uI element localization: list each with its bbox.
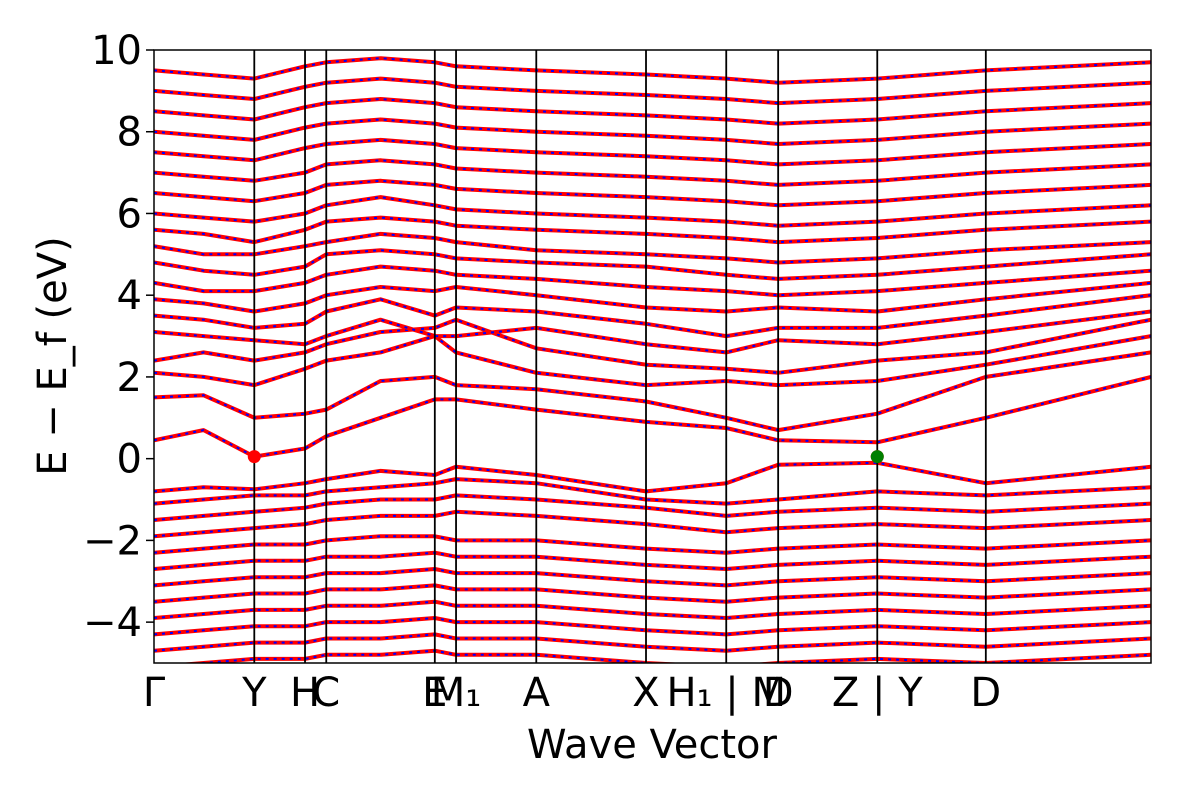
- band-11-solid: [154, 195, 1151, 228]
- band-27-solid: [154, 599, 1151, 620]
- band-28-solid: [154, 616, 1151, 637]
- x-tick-label: E: [422, 670, 447, 716]
- y-axis-title: E − E_f (eV): [30, 236, 76, 475]
- band-29-solid: [154, 632, 1151, 653]
- band-4-solid: [154, 309, 1151, 355]
- x-tick-label: Γ: [143, 670, 166, 716]
- y-tick-label: 0: [117, 437, 142, 483]
- band-7-solid: [154, 264, 1151, 298]
- band-0-solid: [154, 374, 1151, 459]
- x-tick-label: C: [312, 670, 340, 716]
- y-tick-label: 6: [117, 191, 142, 237]
- band-23-solid: [154, 534, 1151, 555]
- band-1-dotted: [154, 351, 1151, 432]
- y-tick-label: −4: [83, 600, 142, 646]
- band-8-dotted: [154, 249, 1151, 280]
- x-axis-title: Wave Vector: [527, 722, 778, 768]
- y-tick-label: 8: [117, 110, 142, 156]
- band-0-dotted: [154, 375, 1151, 458]
- band-25-solid: [154, 567, 1151, 588]
- band-22-solid: [154, 509, 1151, 539]
- extremum-marker-2: [870, 450, 884, 464]
- band-13-solid: [154, 158, 1151, 187]
- x-tick-label: Z | Y: [832, 670, 923, 716]
- band-18-solid: [154, 56, 1151, 85]
- x-tick-label: X: [632, 670, 659, 716]
- x-tick-label: M₁: [431, 670, 482, 716]
- band-30-solid: [179, 648, 1151, 663]
- extremum-markers: [247, 450, 884, 464]
- band-24-solid: [154, 550, 1151, 571]
- band-12-solid: [154, 178, 1151, 208]
- bands-layer: [154, 56, 1151, 663]
- x-tick-label: Y: [241, 670, 267, 716]
- extremum-marker-0: [247, 450, 261, 464]
- band-9-solid: [154, 231, 1151, 265]
- y-tick-label: 2: [117, 355, 142, 401]
- band-16-solid: [154, 97, 1151, 126]
- y-tick-label: 10: [91, 28, 142, 74]
- band-19-solid: [154, 460, 1151, 494]
- high-symmetry-lines: [253, 50, 987, 663]
- y-tick-label: 4: [117, 273, 142, 319]
- band-17-solid: [154, 76, 1151, 106]
- band-14-solid: [154, 137, 1151, 167]
- x-tick-label: D: [970, 670, 1001, 716]
- y-tick-label: −2: [83, 518, 142, 564]
- band-19-dotted: [154, 461, 1151, 493]
- plot-frame: [153, 49, 1152, 664]
- x-tick-label: H: [290, 670, 320, 716]
- x-tick-label: H₁ | M: [666, 670, 786, 716]
- band-10-solid: [154, 215, 1151, 245]
- y-axis-ticks: −4 −2 0 2 4 6 8 10: [83, 28, 154, 646]
- x-tick-label: D: [763, 670, 794, 716]
- band-15-solid: [154, 117, 1151, 146]
- x-tick-label: A: [523, 670, 551, 716]
- band-26-solid: [154, 583, 1151, 604]
